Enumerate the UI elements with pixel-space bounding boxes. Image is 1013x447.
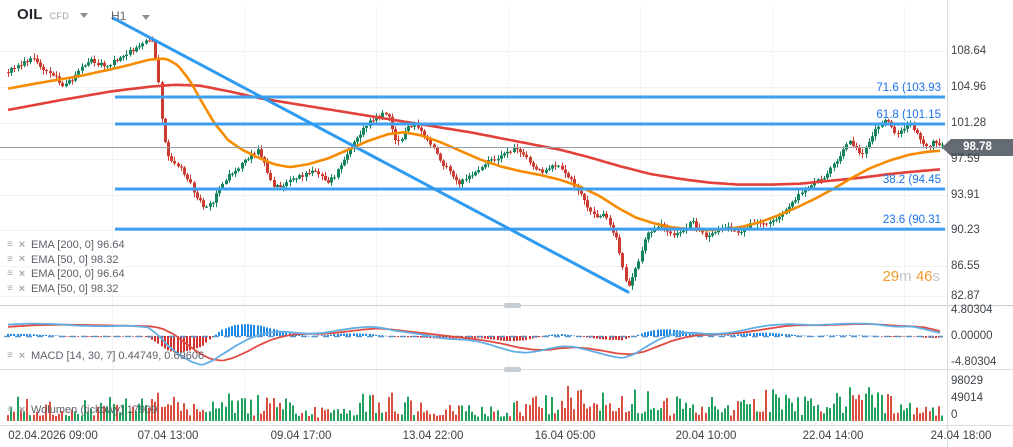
axis-tick-label: 90.23 — [951, 224, 980, 236]
indicator-settings-icon[interactable]: ≡ — [7, 283, 13, 295]
fib-level-label: 71.6 (103.93 — [876, 82, 941, 95]
macd-line — [7, 322, 941, 366]
axis-tick-label: 101.28 — [951, 117, 987, 129]
indicator-remove-icon[interactable]: × — [18, 267, 26, 280]
fib-retracement-lines[interactable] — [115, 95, 945, 231]
indicator-row-ema: ≡ × EMA [50, 0] 98.32 — [4, 253, 125, 268]
fib-level-label: 61.8 (101.15 — [876, 109, 941, 121]
volume-bars — [7, 386, 943, 421]
ema-legend: ≡ × EMA [200, 0] 96.64 ≡ × EMA [50, 0] 98.32 ≡… — [4, 238, 125, 296]
axis-tick-label: 0.00000 — [951, 330, 993, 342]
axis-tick-label: 93.91 — [951, 189, 980, 201]
indicator-row-ema: ≡ × EMA [50, 0] 98.32 — [4, 282, 125, 297]
indicator-settings-icon[interactable]: ≡ — [7, 253, 13, 265]
trendline[interactable] — [111, 16, 630, 294]
axis-tick-label: 4.80304 — [951, 304, 993, 316]
symbol-name: OIL — [17, 6, 43, 23]
time-tick-label: 13.04 22:00 — [402, 430, 464, 442]
indicator-row-volume: ≡ × Wolumen (tickowy) 17909 — [4, 403, 157, 418]
indicator-remove-icon[interactable]: × — [18, 238, 26, 251]
countdown-minutes: 29 — [882, 268, 900, 285]
fib-level-label: 38.2 (94.45 — [882, 174, 941, 186]
volume-legend: ≡ × Wolumen (tickowy) 17909 — [4, 403, 157, 418]
axis-tick-label: 49014 — [951, 392, 983, 404]
macd-indicator-label: MACD [14, 30, 7] 0.44749, 0.69606 — [31, 350, 205, 363]
axis-tick-label: 104.96 — [951, 81, 987, 93]
countdown-seconds: 46 — [915, 268, 933, 285]
axis-tick-label: 86.55 — [951, 260, 980, 272]
indicator-row-macd: ≡ × MACD [14, 30, 7] 0.44749, 0.69606 — [4, 349, 204, 364]
axis-tick-label: -4.80304 — [951, 356, 997, 368]
axis-tick-label: 98029 — [951, 375, 983, 387]
indicator-remove-icon[interactable]: × — [18, 282, 26, 295]
ema-indicator-label: EMA [50, 0] 98.32 — [31, 283, 119, 296]
time-tick-label: 16.04 05:00 — [534, 430, 596, 442]
time-tick-label: 24.04 18:00 — [930, 430, 992, 442]
ema-indicator-label: EMA [50, 0] 98.32 — [31, 253, 119, 266]
indicator-row-ema: ≡ × EMA [200, 0] 96.64 — [4, 238, 125, 253]
indicator-row-ema: ≡ × EMA [200, 0] 96.64 — [4, 267, 125, 282]
instrument-type-label: CFD — [49, 11, 70, 21]
ema-200-line — [7, 83, 941, 186]
chevron-down-icon — [80, 13, 89, 18]
axis-tick-label: 108.64 — [951, 45, 987, 57]
timeframe-selector[interactable]: H1 — [111, 9, 151, 23]
candle-countdown-timer: 29m 46s — [882, 268, 940, 285]
time-tick-label: 09.04 17:00 — [270, 430, 332, 442]
indicator-settings-icon[interactable]: ≡ — [7, 404, 13, 416]
time-tick-label: 02.04.2026 09:00 — [8, 430, 98, 442]
indicator-remove-icon[interactable]: × — [18, 253, 26, 266]
fib-level-label: 23.6 (90.31 — [882, 214, 941, 227]
ema-indicator-label: EMA [200, 0] 96.64 — [31, 239, 125, 252]
time-tick-label: 07.04 13:00 — [137, 430, 199, 442]
current-price-tag: 98.78 — [942, 139, 1013, 156]
axis-tick-label: 82.87 — [951, 290, 980, 302]
indicator-settings-icon[interactable]: ≡ — [7, 350, 13, 362]
indicator-remove-icon[interactable]: × — [18, 349, 26, 362]
indicator-settings-icon[interactable]: ≡ — [7, 268, 13, 280]
axis-tick-label: 97.59 — [951, 153, 980, 165]
macd-legend: ≡ × MACD [14, 30, 7] 0.44749, 0.69606 — [4, 349, 204, 364]
macd-signal-line — [7, 323, 941, 362]
axis-tick-label: 0 — [951, 409, 958, 421]
timeframe-label: H1 — [111, 9, 127, 23]
indicator-remove-icon[interactable]: × — [18, 403, 26, 416]
time-tick-label: 20.04 10:00 — [675, 430, 737, 442]
pane-resize-handle[interactable] — [504, 303, 521, 308]
volume-indicator-label: Wolumen (tickowy) 17909 — [31, 404, 158, 417]
indicator-settings-icon[interactable]: ≡ — [7, 239, 13, 251]
ema-50-line — [7, 57, 941, 232]
time-tick-label: 22.04 14:00 — [802, 430, 864, 442]
symbol-selector[interactable]: OIL CFD — [17, 6, 89, 23]
chevron-down-icon — [142, 14, 151, 20]
ema-indicator-label: EMA [200, 0] 96.64 — [31, 268, 125, 281]
pane-resize-handle[interactable] — [504, 367, 521, 372]
